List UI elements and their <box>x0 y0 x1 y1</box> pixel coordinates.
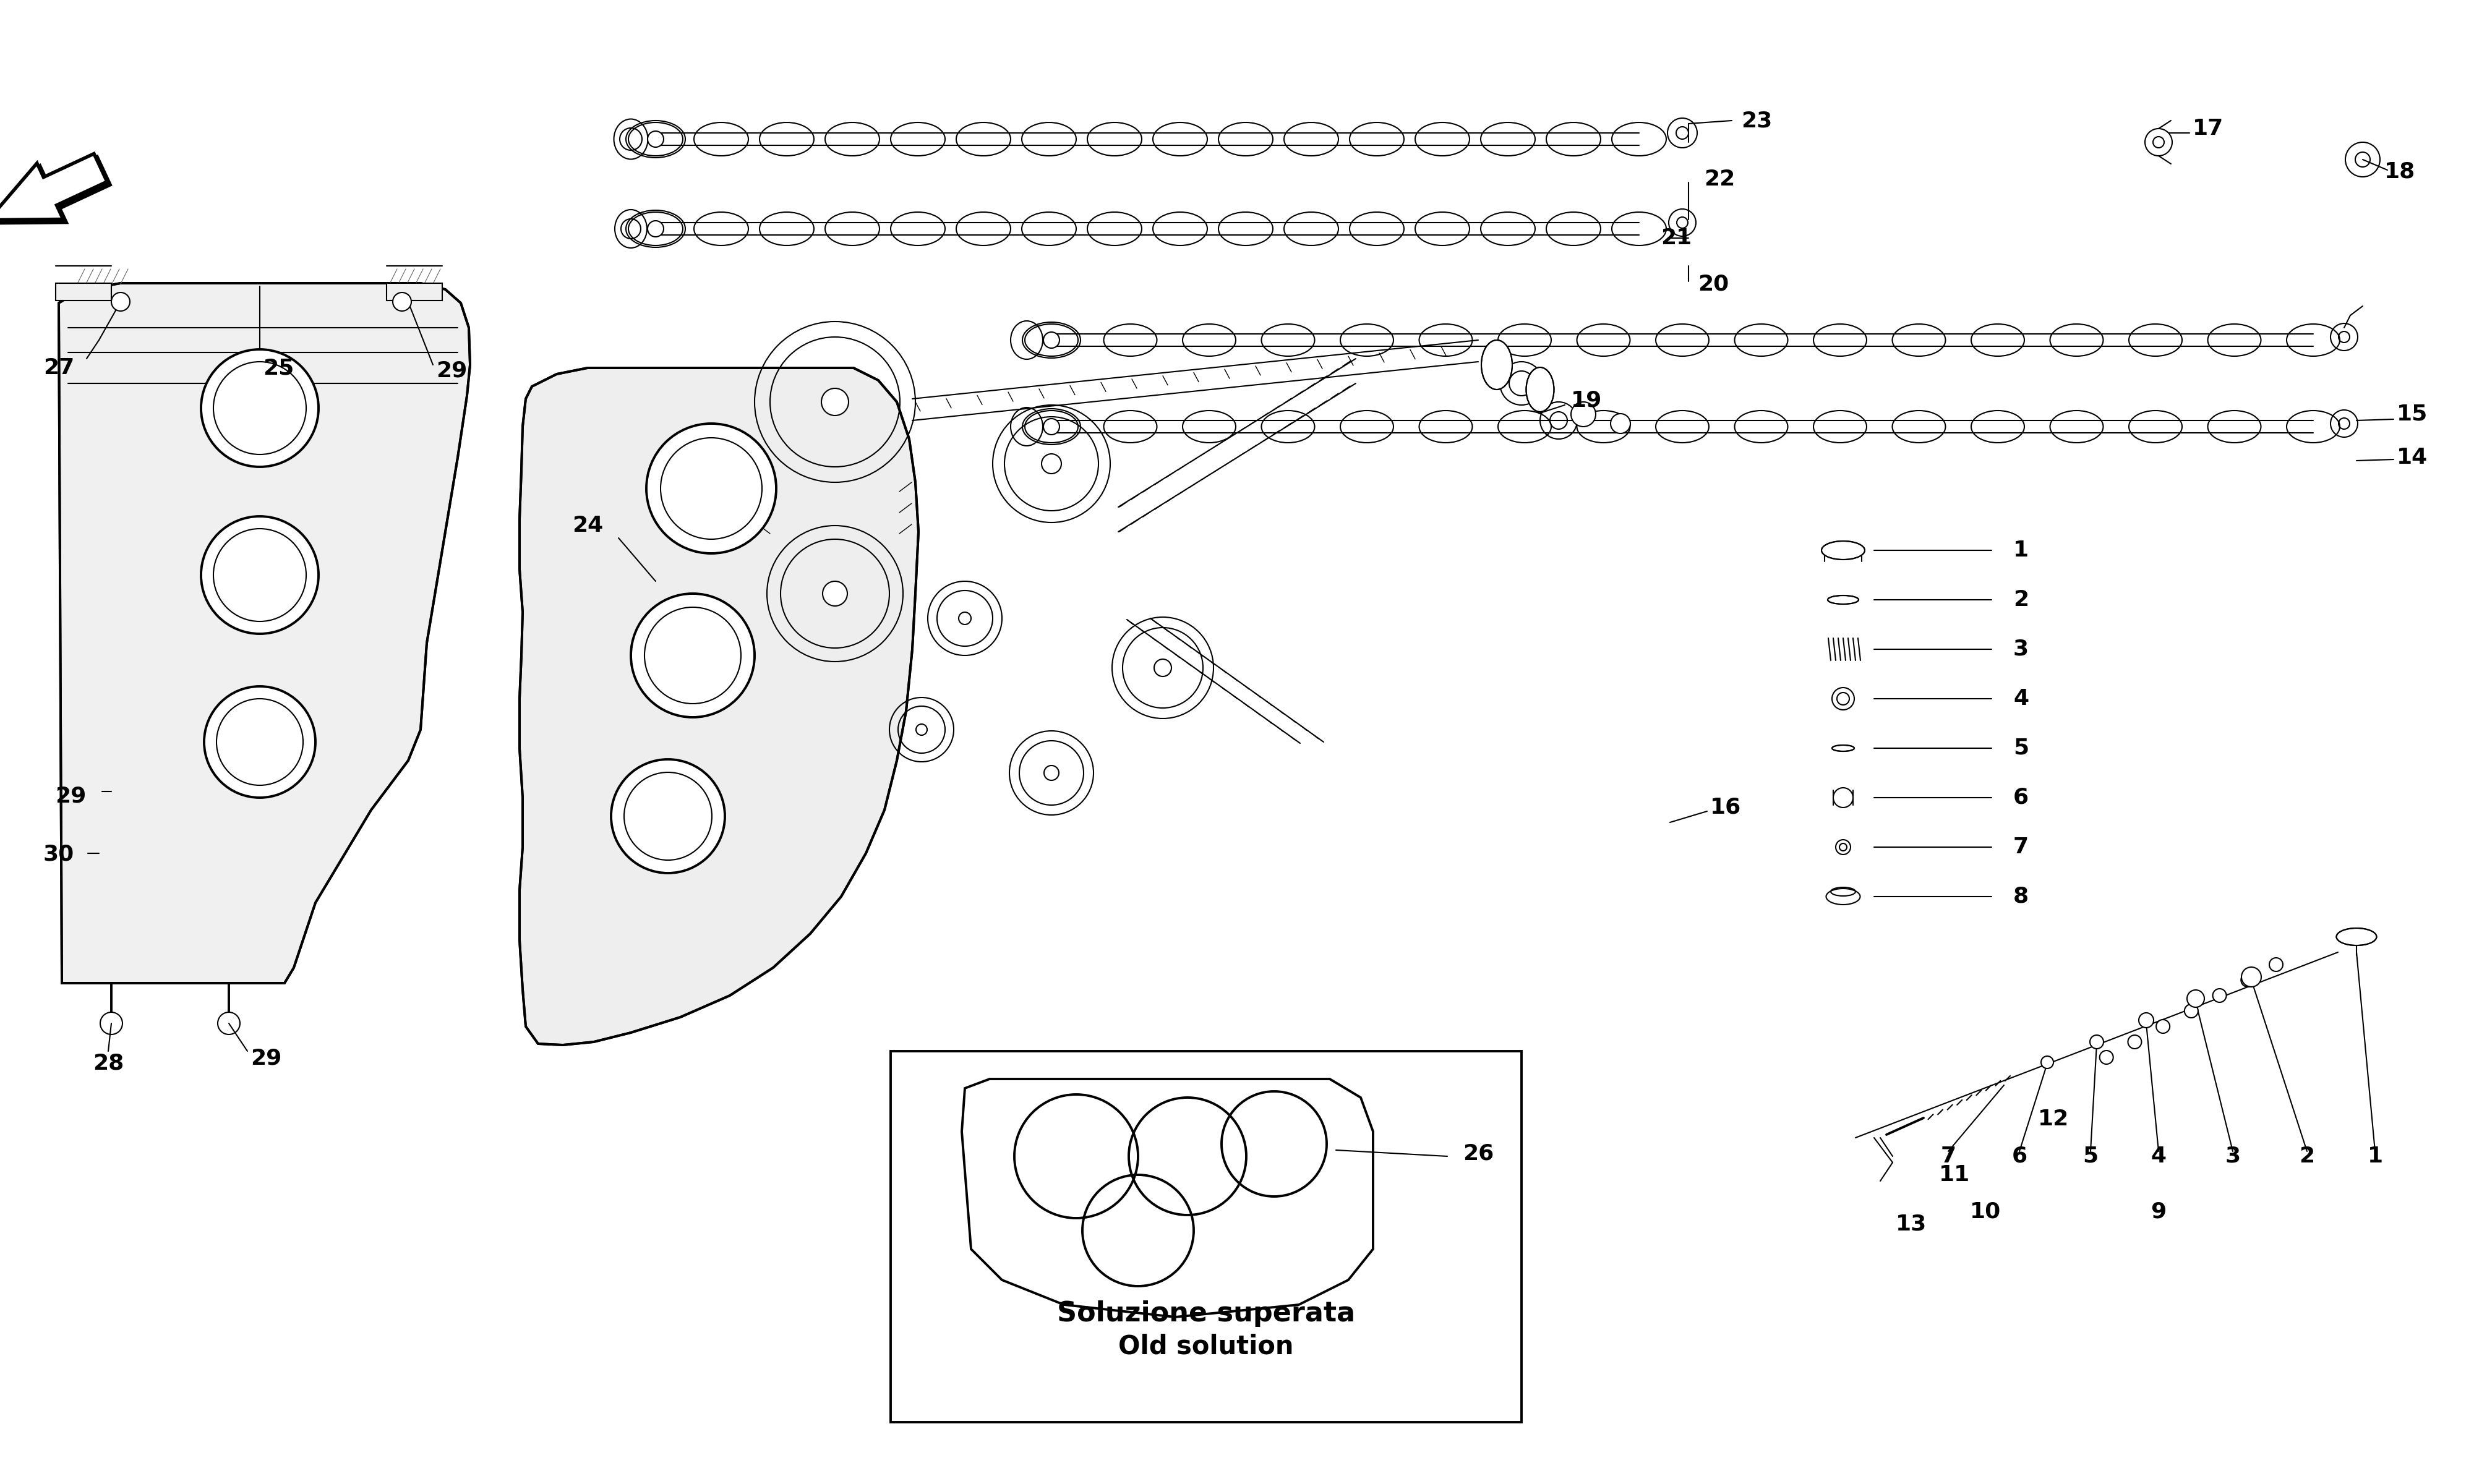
Text: 1: 1 <box>2368 1146 2382 1166</box>
Text: 6: 6 <box>2014 787 2029 809</box>
Text: 27: 27 <box>42 358 74 378</box>
Circle shape <box>218 1012 240 1034</box>
Circle shape <box>631 594 755 717</box>
Text: 24: 24 <box>571 515 604 536</box>
Circle shape <box>2241 974 2254 987</box>
Circle shape <box>1044 332 1059 349</box>
Circle shape <box>2269 957 2284 972</box>
Text: 5: 5 <box>2014 738 2029 758</box>
Text: 22: 22 <box>1705 169 1734 190</box>
Circle shape <box>2241 968 2261 987</box>
Circle shape <box>821 582 846 605</box>
Text: 29: 29 <box>250 1048 282 1068</box>
Text: 30: 30 <box>42 844 74 865</box>
Text: 3: 3 <box>2014 638 2029 660</box>
Circle shape <box>2187 990 2204 1008</box>
Circle shape <box>200 516 319 634</box>
Polygon shape <box>520 368 918 1045</box>
Circle shape <box>2212 988 2227 1002</box>
Text: 13: 13 <box>1895 1214 1927 1235</box>
Circle shape <box>1831 687 1856 709</box>
Text: 7: 7 <box>1940 1146 1957 1166</box>
Bar <box>54 283 111 300</box>
Text: 25: 25 <box>262 358 294 378</box>
Ellipse shape <box>2335 927 2378 945</box>
Ellipse shape <box>1821 542 1865 559</box>
Circle shape <box>200 349 319 467</box>
Text: 1: 1 <box>2014 540 2029 561</box>
Circle shape <box>1836 840 1851 855</box>
Text: 5: 5 <box>2083 1146 2098 1166</box>
Bar <box>386 283 443 300</box>
Circle shape <box>1509 371 1534 396</box>
Circle shape <box>1611 414 1630 433</box>
Circle shape <box>2331 324 2358 350</box>
Circle shape <box>648 131 663 147</box>
Text: 8: 8 <box>2014 886 2029 907</box>
Text: Old solution: Old solution <box>1118 1334 1294 1359</box>
Text: 3: 3 <box>2224 1146 2241 1166</box>
Text: 4: 4 <box>2014 689 2029 709</box>
Text: 19: 19 <box>1571 390 1603 411</box>
Circle shape <box>2345 142 2380 177</box>
Text: 7: 7 <box>2014 837 2029 858</box>
Circle shape <box>393 292 411 312</box>
Circle shape <box>646 423 777 554</box>
Circle shape <box>2100 1051 2113 1064</box>
Text: 11: 11 <box>1940 1165 1969 1186</box>
Text: 29: 29 <box>435 361 468 381</box>
Circle shape <box>2041 1057 2053 1068</box>
Circle shape <box>2138 1012 2152 1027</box>
Circle shape <box>1571 402 1596 427</box>
Polygon shape <box>0 157 111 223</box>
Text: 21: 21 <box>1660 227 1692 248</box>
Circle shape <box>203 686 317 798</box>
Circle shape <box>611 760 725 873</box>
Ellipse shape <box>1526 367 1554 411</box>
FancyBboxPatch shape <box>891 1051 1522 1422</box>
Text: 18: 18 <box>2385 162 2415 183</box>
Text: 2: 2 <box>2014 589 2029 610</box>
Circle shape <box>2355 151 2370 166</box>
Text: 17: 17 <box>2192 119 2224 139</box>
Circle shape <box>99 1012 124 1034</box>
Ellipse shape <box>1828 595 1858 604</box>
Circle shape <box>821 389 849 416</box>
Circle shape <box>2331 410 2358 438</box>
Circle shape <box>2128 1036 2142 1049</box>
Circle shape <box>1667 119 1697 148</box>
Text: 14: 14 <box>2397 447 2427 467</box>
Text: 26: 26 <box>1462 1143 1494 1163</box>
Polygon shape <box>0 154 106 220</box>
Ellipse shape <box>1826 889 1860 905</box>
Circle shape <box>111 292 129 312</box>
Ellipse shape <box>1482 340 1512 389</box>
Text: 10: 10 <box>1969 1202 2001 1223</box>
Text: 29: 29 <box>54 787 87 807</box>
Text: 4: 4 <box>2150 1146 2167 1166</box>
Text: 6: 6 <box>2011 1146 2026 1166</box>
Text: 9: 9 <box>2150 1202 2167 1223</box>
Text: 20: 20 <box>1697 275 1729 295</box>
Text: 12: 12 <box>2039 1109 2068 1129</box>
Text: 2: 2 <box>2298 1146 2316 1166</box>
Text: 15: 15 <box>2397 404 2427 424</box>
Text: 23: 23 <box>1742 110 1771 131</box>
Circle shape <box>2091 1036 2103 1049</box>
Text: 28: 28 <box>92 1054 124 1074</box>
Text: 16: 16 <box>1710 797 1742 818</box>
Ellipse shape <box>1831 745 1856 751</box>
Circle shape <box>1677 126 1687 139</box>
Circle shape <box>2185 1005 2197 1018</box>
Text: Soluzione superata: Soluzione superata <box>1056 1300 1356 1327</box>
Circle shape <box>2145 129 2172 156</box>
Circle shape <box>2157 1020 2170 1033</box>
Circle shape <box>1044 418 1059 435</box>
Polygon shape <box>59 283 470 982</box>
Circle shape <box>1833 788 1853 807</box>
Circle shape <box>1667 209 1697 236</box>
Circle shape <box>648 221 663 237</box>
